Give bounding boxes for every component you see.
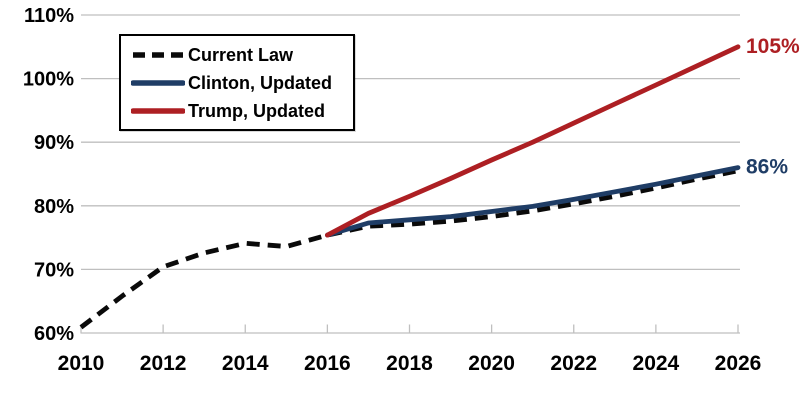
x-axis-tick-label: 2012 [140,352,187,375]
legend-item-trump-updated: Trump, Updated [131,97,345,125]
x-axis-tick-label: 2016 [304,352,351,375]
series-line-trump-updated [324,44,741,238]
x-axis-tick-label: 2014 [222,352,269,375]
y-axis-tick-label: 60% [34,323,74,345]
legend-item-clinton-updated: Clinton, Updated [131,69,345,97]
y-axis-tick-label: 70% [34,259,74,281]
series-line-current-law [79,168,739,330]
x-axis-tick-label: 2022 [550,352,597,375]
y-axis-tick-label: 110% [24,5,74,27]
legend-label-clinton-updated: Clinton, Updated [188,72,332,93]
legend-swatch-dashed-black-line-icon [133,52,183,58]
y-axis-tick-label: 90% [34,132,74,154]
legend-label-trump-updated: Trump, Updated [188,100,326,121]
series-end-value-label: 105% [746,35,800,58]
legend-label-current-law: Current Law [188,44,294,65]
x-axis-tick-label: 2026 [715,352,762,375]
legend-swatch-red-line-icon [131,108,185,114]
x-axis-tick-label: 2024 [633,352,680,375]
legend: Current Law Clinton, Updated Trump, Upda… [119,34,355,131]
legend-swatch-blue-line-icon [131,80,185,86]
x-axis-tick-label: 2010 [58,352,105,375]
x-axis-tick-label: 2020 [468,352,515,375]
series-end-value-label: 86% [746,156,788,179]
y-axis-tick-label: 80% [34,196,74,218]
x-axis-tick-label: 2018 [386,352,433,375]
legend-item-current-law: Current Law [131,41,345,69]
y-axis-tick-label: 100% [23,69,74,91]
series-line-clinton-updated [324,165,741,238]
